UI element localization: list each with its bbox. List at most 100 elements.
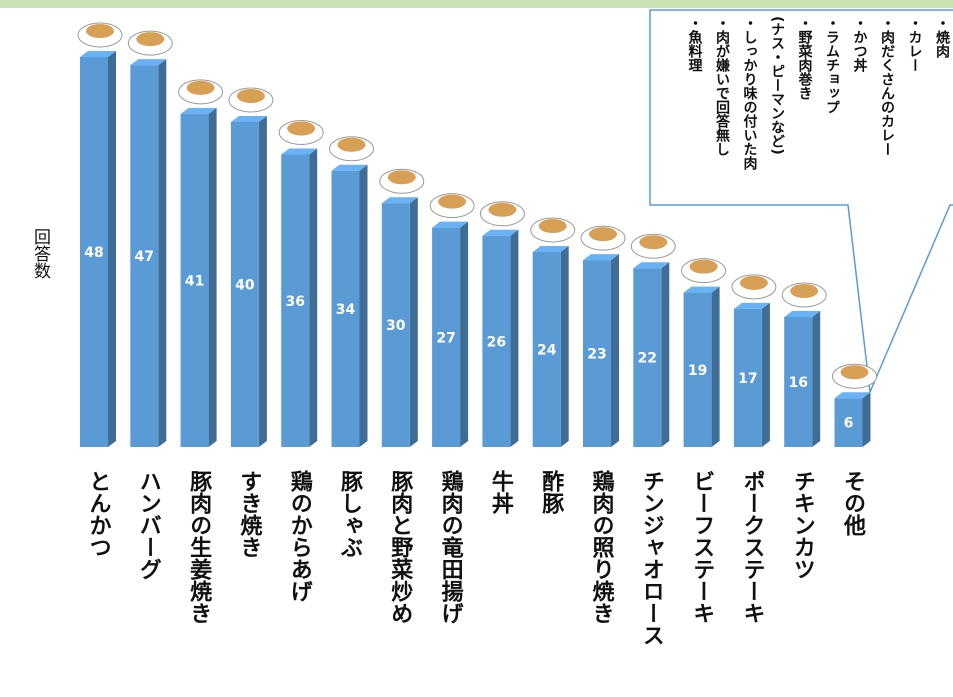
bar-top <box>532 246 569 252</box>
food <box>840 365 869 380</box>
bar-top <box>784 311 821 317</box>
bar-side <box>460 221 469 447</box>
bar-top <box>834 392 871 399</box>
bar <box>532 252 561 447</box>
value-label: 19 <box>688 363 707 379</box>
bar-top <box>180 107 217 114</box>
bar-top <box>331 164 368 171</box>
bar-top <box>633 262 670 269</box>
food <box>136 32 165 47</box>
bar-top <box>381 197 418 204</box>
value-label: 16 <box>788 375 807 391</box>
food <box>689 259 718 274</box>
bar-top <box>432 221 469 228</box>
bar-side <box>761 302 770 447</box>
food <box>387 170 416 185</box>
category-label: 牛丼 <box>488 469 514 515</box>
bar-side <box>510 229 519 447</box>
bar <box>130 65 159 447</box>
food <box>438 194 467 209</box>
annotation-item: ・肉だくさんのカレー <box>879 16 895 156</box>
category-label: 鶏のからあげ <box>287 470 313 602</box>
bar-side <box>258 116 267 447</box>
category-label: ビーフステーキ <box>689 470 714 624</box>
bar <box>583 260 611 447</box>
bar-top <box>230 116 267 122</box>
annotation-item: ・かつ丼 <box>852 16 868 73</box>
bar-top <box>583 254 619 261</box>
food <box>236 89 265 103</box>
value-label: 23 <box>587 347 606 363</box>
bar-top <box>130 59 167 66</box>
value-label: 24 <box>537 343 557 359</box>
category-label: チンジャオロース <box>639 470 664 646</box>
bar-side <box>208 107 217 447</box>
category-label: 鶏肉の竜田揚げ <box>438 470 464 624</box>
value-label: 47 <box>135 249 154 265</box>
bar <box>432 227 461 447</box>
annotation-item: ・魚料理 <box>687 16 703 72</box>
bar <box>733 308 762 447</box>
bar-side <box>611 254 619 447</box>
value-label: 6 <box>844 416 854 432</box>
bar <box>80 57 108 447</box>
y-axis-label: 回答数 <box>30 228 51 279</box>
value-label: 36 <box>285 294 304 310</box>
bar <box>683 292 712 447</box>
bar <box>230 122 259 447</box>
bar <box>381 203 410 447</box>
bar <box>834 398 863 447</box>
category-label: とんかつ <box>86 470 111 558</box>
category-label: 鶏肉の照り焼き <box>589 470 615 624</box>
category-label: ハンバーグ <box>136 470 162 580</box>
bar <box>633 268 662 447</box>
category-label: 豚肉の生姜焼き <box>186 470 212 624</box>
food <box>86 24 114 38</box>
annotation-item: (ナス・ピーマンなど) <box>769 16 785 155</box>
bar-top <box>281 148 318 155</box>
bar-top <box>683 286 720 293</box>
category-label: その他 <box>840 470 867 536</box>
value-label: 26 <box>487 334 506 350</box>
bar-side <box>309 148 318 447</box>
bar <box>331 170 360 447</box>
category-label: 豚肉と野菜炒め <box>387 470 414 624</box>
food <box>739 275 768 290</box>
bar-side <box>560 246 569 447</box>
value-label: 34 <box>336 302 356 318</box>
annotation-item: ・野菜肉巻き <box>797 16 814 100</box>
food <box>790 284 819 298</box>
annotation-item: ・しっかり味の付いた肉 <box>742 16 758 171</box>
value-label: 17 <box>738 371 757 387</box>
top-band <box>0 0 953 8</box>
category-label: ポークステーキ <box>739 470 764 624</box>
bar <box>784 317 813 447</box>
bar-side <box>108 51 116 447</box>
bar-top <box>733 302 770 309</box>
annotation-box <box>649 9 953 395</box>
annotation-item: ・ラムチョップ <box>824 16 840 114</box>
bar-side <box>812 311 821 447</box>
value-label: 48 <box>84 245 103 261</box>
bar-side <box>711 286 720 447</box>
bar-side <box>661 262 670 447</box>
bar-top <box>482 229 519 236</box>
food <box>287 121 316 136</box>
annotation-item: ・肉が嫌いで回答無し <box>714 16 730 156</box>
bar-side <box>359 164 368 447</box>
value-label: 27 <box>436 330 455 346</box>
food <box>337 137 366 152</box>
bar <box>482 235 511 447</box>
value-label: 41 <box>185 273 204 289</box>
food <box>538 219 567 233</box>
bar-side <box>862 392 871 447</box>
category-label: チキンカツ <box>790 470 815 580</box>
category-label: 酢豚 <box>538 470 564 515</box>
bar <box>180 113 209 447</box>
bar-side <box>409 197 418 447</box>
annotation-item: ・焼肉 <box>934 16 950 59</box>
bar-top <box>80 51 116 57</box>
food <box>186 80 215 95</box>
value-label: 30 <box>386 318 406 334</box>
